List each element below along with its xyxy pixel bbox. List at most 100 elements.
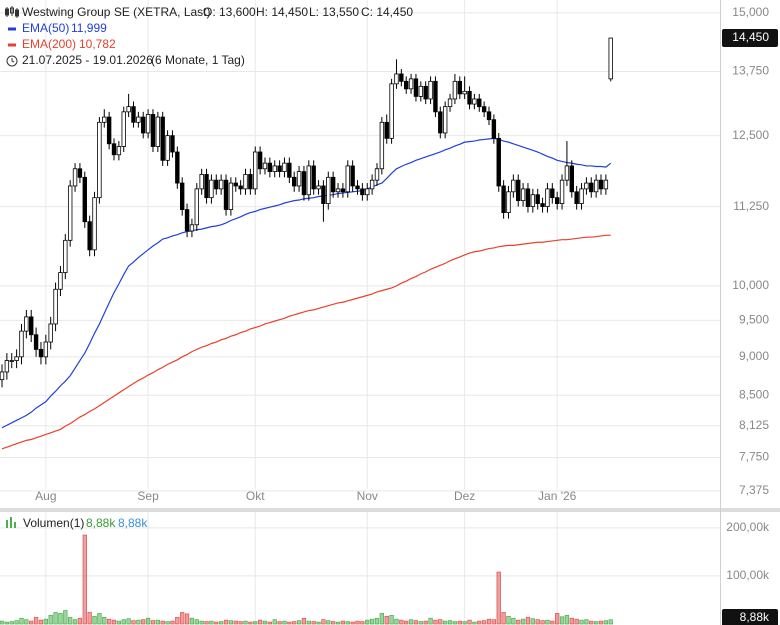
header-close: C: 14,450 [361,5,413,19]
volume-bar [608,619,613,625]
y-tick-label: 11,250 [733,199,769,213]
volume-bar [116,620,122,625]
volume-bar [189,617,195,625]
candle-body [491,119,497,139]
candle-body [194,188,199,226]
volume-tag [722,609,778,625]
candle-body [569,165,574,193]
candle-body [301,171,307,196]
candle-body [155,116,161,147]
candle-body [87,221,92,251]
candle-body [199,174,204,190]
volume-bar [481,620,487,625]
volume-bar [180,612,185,625]
volume-bar [516,619,521,625]
volume-bar [559,616,565,625]
volume-bar [462,621,467,625]
candle-body [413,78,419,97]
candle-body [384,121,389,139]
volume-bar [219,621,224,625]
y-tick-label: 9,000 [739,349,769,363]
volume-bar [369,618,375,625]
candle-body [160,116,165,161]
header-low: L: 13,550 [309,5,359,19]
volume-bar [418,621,423,625]
candle-body [389,83,394,139]
volume-bar [584,619,589,625]
volume-bar [564,614,570,625]
volume-bar [550,620,555,625]
legend-label: EMA(200) [22,37,76,51]
plot [0,37,613,625]
y-tick-label: 100,00k [726,568,770,582]
chart-title: Westwing Group SE (XETRA, Last) [22,5,211,19]
candle-body [262,162,268,170]
candle-body [165,135,170,161]
x-tick-label: Nov [357,489,378,503]
legend-value: 11,999 [71,21,107,35]
volume-bar [257,619,263,625]
candle-body [428,80,433,100]
volume-bar [525,616,531,625]
candle-body [131,106,136,123]
volume-bar [33,616,39,625]
volume-bar [477,620,482,625]
candle-body [136,116,141,123]
candle-body [404,80,409,90]
candle-body [340,188,346,193]
volume-bar [467,619,472,625]
candle-body [277,165,282,173]
candle-body [516,179,521,202]
clock-icon [6,55,18,67]
volume-bar [545,619,550,625]
volume-bar [301,617,307,625]
volume-label: Volumen(1) [23,516,84,530]
volume-bar [374,617,380,625]
volume-bar [413,620,419,625]
volume-bar [593,621,599,625]
volume-bar [603,620,609,625]
volume-bar [555,613,560,625]
candle-body [248,174,253,190]
candle-body [175,151,180,184]
x-tick-label: Dez [454,489,475,503]
volume-bar [569,617,574,625]
volume-header: Volumen(1) 8,88k 8,88k [6,516,148,530]
candle-body [559,179,565,204]
candle-body [233,182,238,187]
candle-body [408,78,414,90]
volume-bar [243,620,248,625]
candle-body [33,334,39,350]
volume-bar [282,620,287,625]
candle-body [442,106,448,134]
volume-bar [87,612,92,625]
volume-bar [233,620,238,625]
candle-body [92,197,97,251]
volume-bar [238,621,243,625]
volume-bar [292,621,297,625]
volume-bar [150,620,156,625]
candle-body [311,165,316,190]
volume-bar [311,621,316,625]
volume-bar [24,619,29,625]
volume-bar [277,621,282,625]
volume-bar [262,620,268,625]
volume-bar [155,619,160,625]
candle-body [481,106,487,113]
candle-body [369,179,375,190]
volume-bar [165,621,170,625]
volume-bar [9,621,14,625]
candle-body [4,360,10,373]
candle-body [257,151,263,170]
candle-body [58,272,63,290]
volume-bar [423,620,428,625]
candle-body [116,146,122,156]
volume-bar [496,571,501,625]
volume-bar [457,620,462,625]
volume-bar [589,620,594,625]
candle-body [374,168,380,181]
candle-body [540,203,545,207]
candle-body [43,341,49,358]
volume-bar [399,619,404,625]
